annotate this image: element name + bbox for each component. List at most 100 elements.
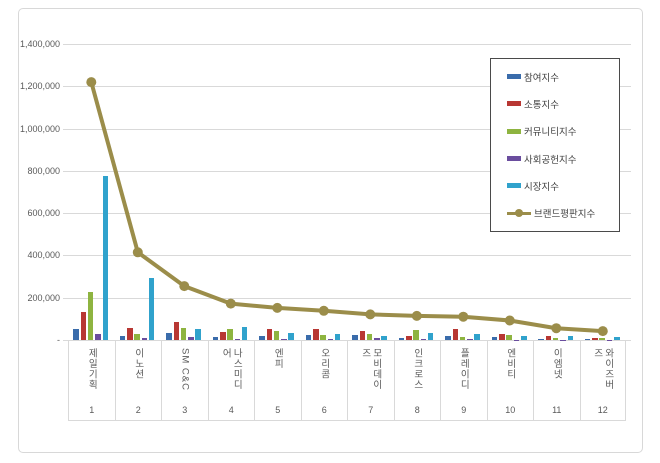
legend-swatch-icon: [507, 101, 521, 107]
legend-label: 시장지수: [524, 181, 559, 193]
gridline: [63, 86, 631, 88]
legend-swatch-icon: [507, 183, 521, 189]
legend-label: 사회공헌지수: [524, 154, 577, 166]
legend-item: 사회공헌지수: [507, 152, 619, 166]
y-tick-label: 400,000: [27, 250, 60, 261]
y-tick-label: 1,400,000: [19, 39, 60, 49]
category-name: 모비데이즈: [359, 348, 382, 390]
category-rank: 5: [275, 405, 281, 415]
bar-참여지수: [212, 337, 219, 340]
category-cell: 제일기획 1: [68, 341, 115, 421]
bar-소통지수: [592, 337, 598, 340]
category-name: 오리콤: [318, 348, 330, 380]
bar-참여지수: [491, 337, 498, 340]
category-cell: 와이즈버즈 12: [579, 341, 626, 421]
bar-커뮤니티지수: [599, 337, 605, 340]
bar-시장지수: [288, 333, 294, 340]
gridline: [63, 255, 631, 257]
brand-index-marker: [458, 311, 469, 322]
y-tick-label: 600,000: [27, 208, 60, 219]
legend-label: 참여지수: [524, 72, 559, 84]
y-tick-label: 1,000,000: [19, 123, 60, 134]
bar-소통지수: [127, 328, 133, 340]
bar-소통지수: [313, 329, 319, 340]
category-rank: 2: [135, 405, 141, 415]
category-rank: 10: [505, 405, 516, 415]
legend-item: 소통지수: [507, 97, 619, 111]
bar-시장지수: [521, 336, 527, 340]
category-rank: 1: [89, 405, 95, 415]
bar-커뮤니티지수: [134, 334, 140, 340]
category-name: 엔피: [272, 348, 284, 369]
brand-index-marker: [318, 305, 329, 316]
bar-시장지수: [102, 176, 109, 340]
bar-소통지수: [266, 329, 273, 340]
gridline: [63, 170, 631, 172]
bar-커뮤니티지수: [366, 334, 373, 340]
category-rank: 9: [461, 405, 467, 415]
bar-시장지수: [427, 332, 434, 340]
bar-커뮤니티지수: [180, 328, 187, 340]
bar-시장지수: [241, 326, 248, 340]
bar-커뮤니티지수: [506, 334, 512, 340]
legend-swatch-icon: [507, 128, 521, 134]
bar-사회공헌지수: [281, 338, 287, 340]
y-tick-label: 800,000: [27, 165, 60, 176]
brand-index-marker: [411, 310, 422, 321]
gridline: [63, 128, 631, 130]
bar-참여지수: [538, 338, 544, 340]
legend-line-marker-icon: [507, 208, 531, 218]
legend-swatch-icon: [507, 156, 521, 162]
bar-참여지수: [352, 334, 358, 340]
category-name: 인크로스: [411, 348, 423, 390]
bar-소통지수: [545, 335, 552, 340]
category-name: 이노션: [132, 348, 144, 380]
category-rank: 3: [182, 405, 188, 415]
y-tick-label: 1,200,000: [19, 81, 60, 92]
brand-index-marker: [504, 315, 515, 326]
bar-참여지수: [584, 338, 591, 340]
legend-item: 시장지수: [507, 179, 619, 193]
bar-참여지수: [259, 335, 265, 340]
bar-시장지수: [474, 334, 480, 340]
bar-커뮤니티지수: [320, 335, 326, 340]
brand-index-marker: [86, 77, 97, 88]
y-tick-label: 200,000: [27, 292, 60, 303]
bar-시장지수: [334, 333, 341, 340]
bar-사회공헌지수: [327, 338, 334, 340]
legend-swatch-icon: [507, 74, 521, 80]
bar-시장지수: [195, 329, 201, 340]
bar-소통지수: [406, 335, 412, 340]
category-rank: 11: [552, 405, 562, 415]
category-cell: 엔비티 10: [486, 341, 533, 421]
bar-참여지수: [445, 335, 451, 340]
legend-item: 참여지수: [507, 70, 619, 84]
category-name: 엔비티: [504, 348, 516, 380]
category-rank: 8: [414, 405, 420, 415]
category-cell: 오리콤 6: [300, 341, 347, 421]
bar-사회공헌지수: [188, 337, 194, 340]
category-rank: 6: [321, 405, 327, 415]
category-name: 나스미디어: [220, 348, 243, 390]
category-rank: 4: [228, 405, 234, 415]
brand-index-marker: [551, 323, 562, 334]
category-cell: SM C&C 3: [161, 341, 208, 421]
bar-소통지수: [173, 322, 180, 340]
bar-시장지수: [614, 336, 620, 340]
category-rank: 12: [597, 405, 608, 415]
legend-item: 브랜드평판지수: [507, 206, 619, 220]
category-cell: 이엠넷 11: [533, 341, 580, 421]
category-name: 이엠넷: [551, 348, 563, 380]
bar-커뮤니티지수: [273, 330, 280, 340]
category-name: 와이즈버즈: [591, 348, 614, 390]
gridline: [63, 44, 631, 45]
brand-index-marker: [597, 326, 608, 337]
gridline: [63, 213, 631, 215]
legend-item: 커뮤니티지수: [507, 124, 619, 138]
bar-시장지수: [148, 278, 155, 340]
legend-label: 브랜드평판지수: [534, 209, 596, 221]
bar-시장지수: [567, 336, 574, 340]
bar-소통지수: [80, 312, 87, 340]
